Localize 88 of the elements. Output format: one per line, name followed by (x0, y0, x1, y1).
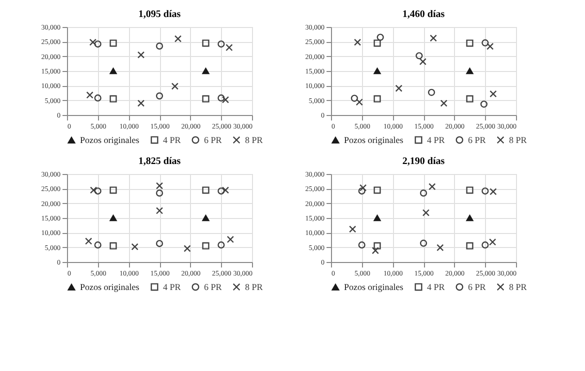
point (374, 186, 381, 194)
chart-title: 1,095 días (138, 9, 181, 20)
chart-title: 2,190 días (402, 156, 445, 167)
point (110, 214, 117, 222)
legend-label: 4 PR (427, 282, 445, 292)
point (222, 186, 230, 194)
legend-label: 8 PR (509, 134, 527, 145)
point (480, 100, 488, 108)
point (374, 214, 381, 222)
point (420, 190, 428, 197)
legend-label: 4 PR (163, 134, 181, 145)
point (174, 35, 182, 42)
point (94, 187, 102, 195)
point (137, 51, 145, 58)
point (131, 243, 138, 250)
point (156, 240, 164, 248)
point (372, 247, 379, 254)
point (156, 207, 164, 214)
point (202, 95, 210, 102)
point (110, 242, 117, 250)
point (416, 52, 423, 60)
point (110, 95, 117, 102)
point (358, 187, 366, 195)
point (218, 241, 225, 249)
point (466, 242, 474, 250)
legend-label: 8 PR (245, 134, 263, 145)
point (94, 94, 102, 102)
point (490, 90, 497, 98)
point (395, 84, 402, 92)
point (137, 100, 145, 107)
point (466, 214, 474, 222)
point (156, 190, 164, 197)
legend-label: 6 PR (468, 134, 486, 145)
legend-label: 6 PR (468, 282, 486, 292)
point (156, 92, 164, 100)
legend-label: 8 PR (245, 282, 263, 292)
chart-title: 1,825 días (138, 156, 181, 167)
point (466, 68, 474, 74)
point (202, 68, 210, 74)
legend-label: 8 PR (509, 282, 527, 292)
legend-label: 6 PR (204, 282, 222, 292)
point (90, 186, 98, 194)
point (422, 209, 430, 216)
point (374, 68, 381, 74)
point (374, 40, 381, 47)
legend-label: 4 PR (163, 282, 181, 292)
point (110, 186, 117, 194)
point (202, 214, 210, 222)
point (184, 244, 191, 252)
point (428, 88, 436, 96)
point (222, 96, 230, 104)
point (376, 34, 384, 41)
point (226, 236, 234, 243)
point (466, 95, 474, 102)
point (85, 238, 92, 245)
point (94, 40, 102, 48)
point (420, 240, 428, 247)
point (440, 100, 448, 107)
chart-title: 1,460 días (402, 9, 445, 20)
point (466, 186, 474, 194)
point (374, 95, 381, 102)
point (349, 226, 356, 233)
point (110, 68, 117, 74)
point (354, 38, 362, 46)
legend-label: Pozos originales (80, 282, 140, 292)
point (419, 58, 426, 66)
point (466, 40, 474, 47)
text: Pozos originales (344, 135, 404, 146)
point (374, 242, 381, 250)
point (156, 182, 164, 190)
point (202, 186, 210, 194)
point (94, 241, 102, 249)
point (110, 40, 117, 47)
point (171, 82, 178, 90)
point (202, 242, 210, 250)
point (89, 38, 96, 46)
point (428, 183, 436, 190)
point (202, 40, 210, 47)
legend-label: 4 PR (427, 134, 445, 145)
point (156, 42, 164, 50)
point (436, 244, 444, 252)
legend-label: 6 PR (204, 134, 222, 145)
legend-label: Pozos originales (80, 135, 140, 146)
point (86, 91, 94, 99)
text: Pozos originales (344, 282, 404, 292)
point (358, 241, 366, 249)
point (360, 184, 367, 192)
point (430, 34, 437, 42)
